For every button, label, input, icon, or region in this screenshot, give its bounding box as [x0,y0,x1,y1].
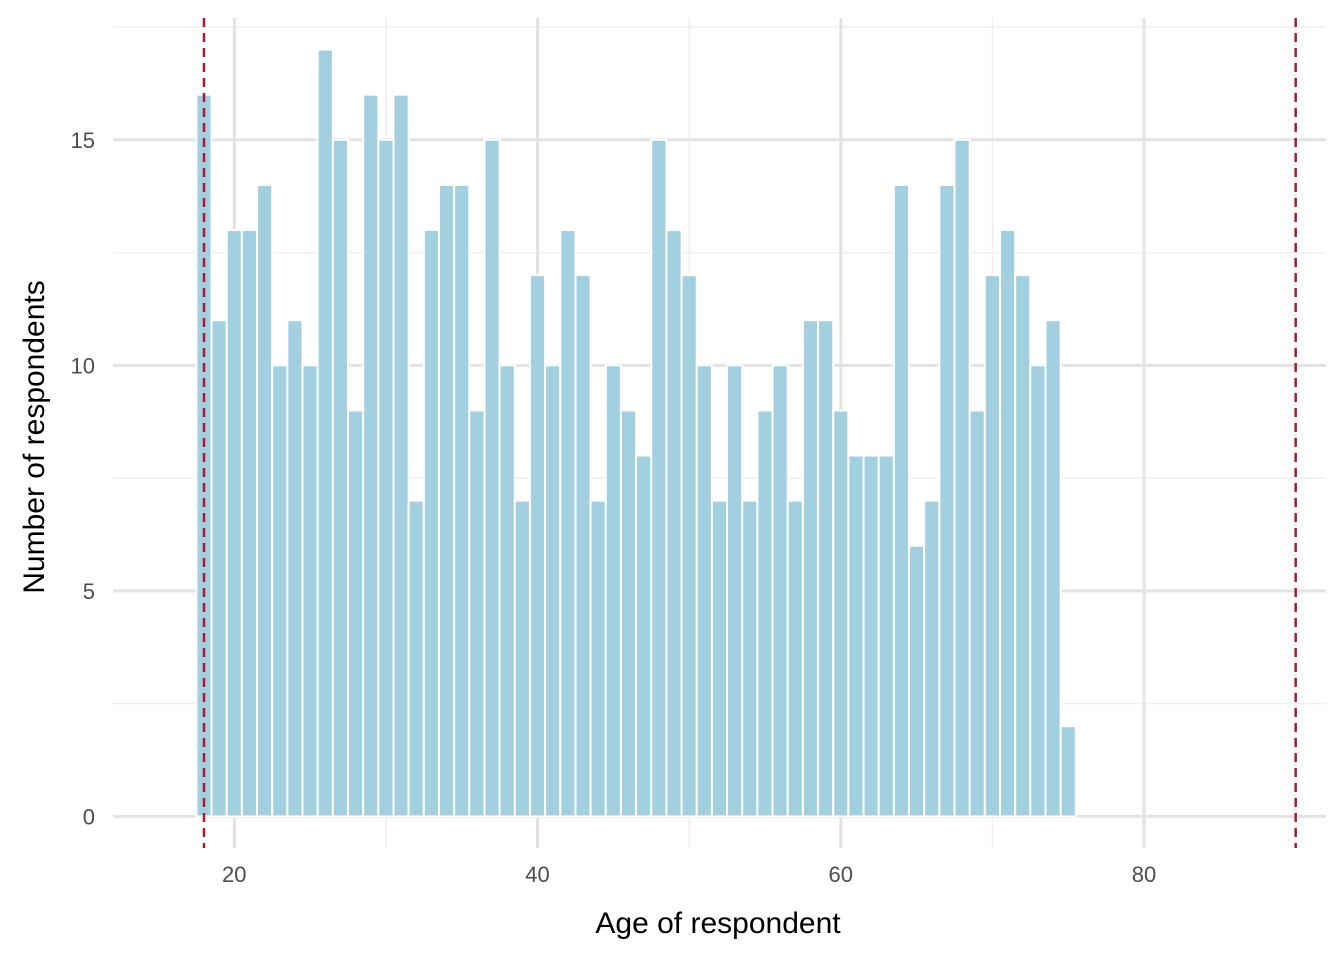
histogram-bar [999,229,1017,818]
histogram-bar [892,183,911,818]
reference-lines [202,18,1297,848]
y-axis-title: Number of respondents [18,280,51,594]
histogram-bar [635,454,653,818]
y-tick-label: 5 [83,579,95,604]
histogram-bar [953,138,971,818]
histogram-bar [923,499,941,818]
histogram-bar [771,364,789,818]
x-tick-label: 60 [829,862,853,887]
histogram-bar [726,364,744,818]
histogram-bar [256,183,274,818]
histogram-bar [741,499,759,818]
histogram-bar [1014,274,1032,818]
histogram-bar [786,499,804,818]
histogram-bar [574,274,592,818]
histogram-bar [756,409,774,818]
histogram-bar [422,229,440,818]
tick-labels: 20 40 60 80 0 5 10 15 [71,128,1157,887]
histogram-bar [877,454,895,818]
histogram-bar [225,229,243,818]
histogram-bar [983,274,1002,818]
histogram-bar [619,409,638,818]
histogram-bar [286,319,304,818]
histogram-bar [483,138,501,818]
x-tick-label: 40 [525,862,549,887]
histogram-bar [847,454,865,818]
histogram-bar [377,138,395,818]
histogram-bar [695,364,713,818]
histogram-bar [559,229,577,818]
histogram-bar [453,183,471,818]
y-tick-label: 15 [71,128,95,153]
histogram-bar [1044,319,1062,818]
histogram-bar [832,409,850,818]
histogram-bar [938,183,956,818]
histogram-bar [240,229,259,818]
histogram-bar [968,409,986,818]
histogram-bar [862,454,880,818]
histogram-bar [908,544,926,818]
histogram-bar [362,93,380,818]
histogram-bar [528,274,547,818]
histogram-bar [801,319,820,818]
histogram-bar [604,364,622,818]
histogram-bar [437,183,456,818]
x-tick-label: 20 [222,862,246,887]
histogram-bar [407,499,425,818]
histogram-bar [271,364,289,818]
histogram-bar [331,138,350,818]
x-tick-label: 80 [1132,862,1156,887]
histogram-bar [1059,725,1077,818]
histogram-bar [650,138,668,818]
histogram-bar [513,499,531,818]
histogram-bar [316,48,334,818]
histogram-bar [817,319,835,818]
histogram-bar [498,364,516,818]
histogram-bar [468,409,486,818]
bar-layer [195,48,1077,818]
histogram-bar [710,499,729,818]
histogram-bar [210,319,228,818]
y-tick-label: 10 [71,353,95,378]
histogram-bar [665,229,683,818]
histogram-bar [301,364,319,818]
histogram-bar [544,364,562,818]
y-tick-label: 0 [83,804,95,829]
x-axis-title: Age of respondent [595,907,841,940]
histogram-bar [1029,364,1047,818]
histogram-bar [589,499,607,818]
histogram-bar [392,93,410,818]
histogram-bar [347,409,365,818]
histogram-bar [680,274,698,818]
